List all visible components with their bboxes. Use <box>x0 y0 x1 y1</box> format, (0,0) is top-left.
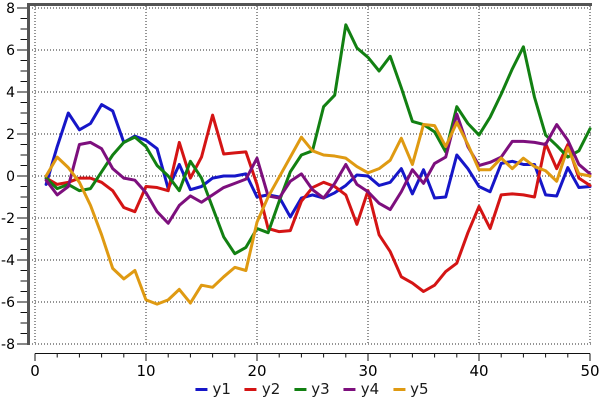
x-axis-tick-label: 10 <box>136 362 155 380</box>
x-axis-tick-label: 30 <box>358 362 377 380</box>
data-series <box>44 23 592 306</box>
y-axis-tick-label: 8 <box>6 1 15 17</box>
legend-swatch-y2 <box>244 387 257 391</box>
legend-item-y1: y1 <box>195 380 231 398</box>
y-axis-tick-label: 0 <box>6 169 15 185</box>
legend-item-y2: y2 <box>244 380 281 398</box>
legend-label-y3: y3 <box>311 380 330 398</box>
series-y2-line <box>44 113 592 293</box>
legend-item-y5: y5 <box>393 380 429 398</box>
plot-frame <box>27 3 592 345</box>
legend-swatch-y4 <box>343 387 356 391</box>
y-axis-tick-label: -4 <box>1 253 15 269</box>
series-y1-line <box>44 103 592 219</box>
legend-item-y4: y4 <box>343 380 380 398</box>
legend-swatch-y3 <box>294 387 307 391</box>
y-axis: 8 6 4 2 0 -2 -4 -6 -8 <box>1 1 27 353</box>
series-y3-line <box>44 23 592 256</box>
legend-label-y4: y4 <box>360 380 380 398</box>
x-axis-tick-label: 40 <box>469 362 488 380</box>
x-axis-tick-label: 0 <box>30 362 40 380</box>
y-axis-tick-label: 2 <box>6 127 15 143</box>
y-axis-tick-label: 6 <box>6 43 15 59</box>
legend-swatch-y5 <box>393 387 406 391</box>
legend-label-y2: y2 <box>261 380 281 398</box>
x-axis: 0 10 20 30 40 50 <box>30 353 600 380</box>
legend-label-y5: y5 <box>410 380 429 398</box>
y-axis-tick-label: -8 <box>1 337 15 353</box>
x-axis-tick-label: 50 <box>580 362 599 380</box>
x-axis-tick-label: 20 <box>247 362 266 380</box>
y-axis-tick-label: -2 <box>1 211 15 227</box>
legend-label-y1: y1 <box>212 380 231 398</box>
chart-legend: y1 y2 y3 y4 y5 <box>195 380 429 398</box>
legend-item-y3: y3 <box>294 380 330 398</box>
y-axis-tick-label: -6 <box>1 295 15 311</box>
legend-swatch-y1 <box>195 387 208 391</box>
gridlines <box>29 6 592 345</box>
y-axis-tick-label: 4 <box>6 85 15 101</box>
series-y5-line <box>44 120 592 306</box>
